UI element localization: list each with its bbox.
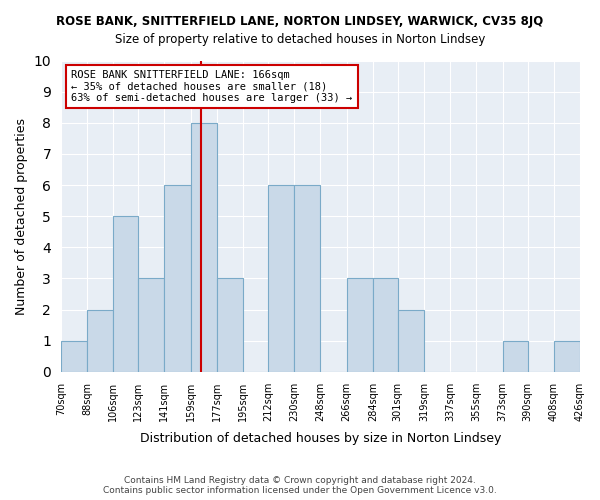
Bar — [217, 278, 243, 372]
Text: ROSE BANK, SNITTERFIELD LANE, NORTON LINDSEY, WARWICK, CV35 8JQ: ROSE BANK, SNITTERFIELD LANE, NORTON LIN… — [56, 15, 544, 28]
Bar — [373, 278, 398, 372]
Bar — [398, 310, 424, 372]
Text: ROSE BANK SNITTERFIELD LANE: 166sqm
← 35% of detached houses are smaller (18)
63: ROSE BANK SNITTERFIELD LANE: 166sqm ← 35… — [71, 70, 353, 103]
Bar — [268, 185, 294, 372]
Text: Size of property relative to detached houses in Norton Lindsey: Size of property relative to detached ho… — [115, 32, 485, 46]
Bar — [503, 340, 527, 372]
Bar — [164, 185, 191, 372]
Bar — [554, 340, 580, 372]
Bar — [87, 310, 113, 372]
X-axis label: Distribution of detached houses by size in Norton Lindsey: Distribution of detached houses by size … — [140, 432, 501, 445]
Bar — [347, 278, 373, 372]
Bar — [138, 278, 164, 372]
Y-axis label: Number of detached properties: Number of detached properties — [15, 118, 28, 314]
Bar — [61, 340, 87, 372]
Text: Contains HM Land Registry data © Crown copyright and database right 2024.
Contai: Contains HM Land Registry data © Crown c… — [103, 476, 497, 495]
Bar — [191, 123, 217, 372]
Bar — [113, 216, 138, 372]
Bar — [294, 185, 320, 372]
